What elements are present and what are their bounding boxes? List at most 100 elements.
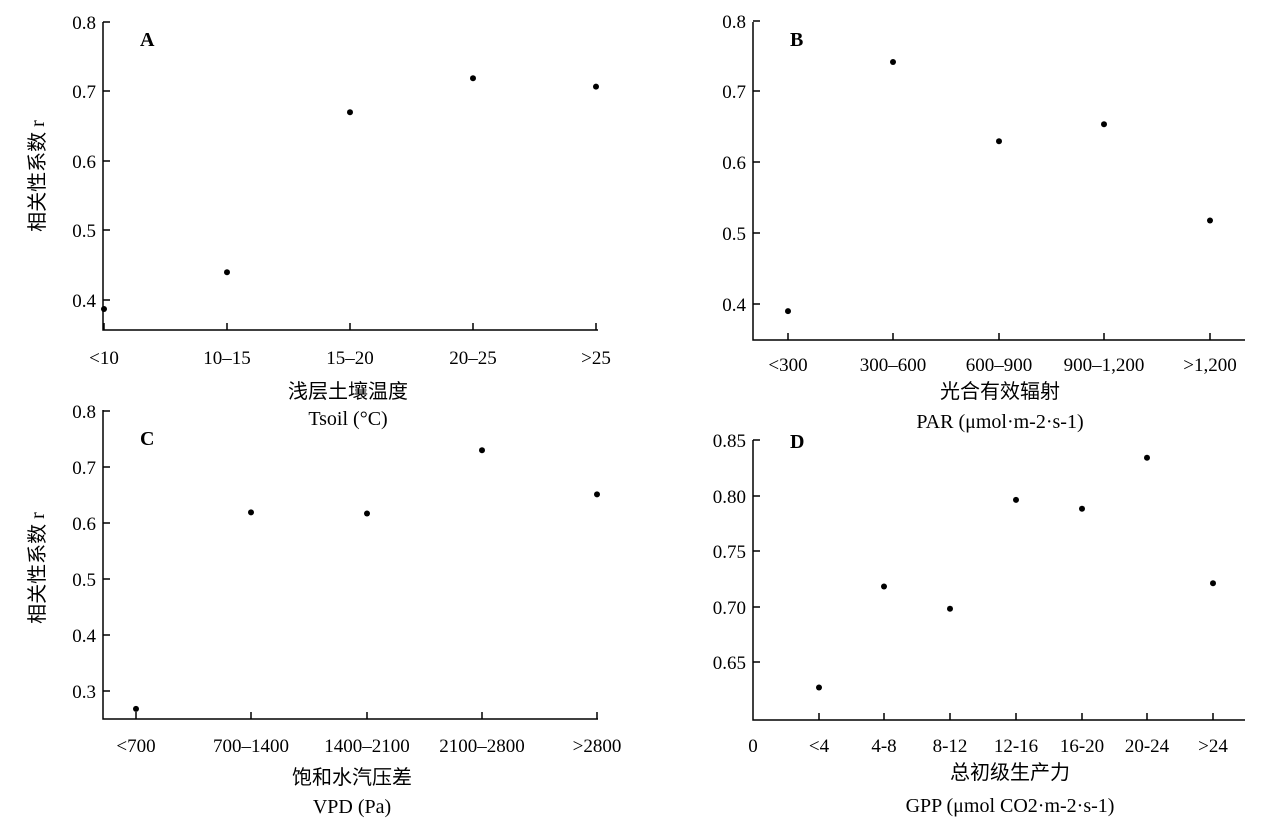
panel-d: D 0.65 0.70 0.75 0.80 0.85 0 <4 4-8 8-12…	[713, 431, 1245, 817]
panel-b-x-title: 光合有效辐射	[940, 380, 1060, 403]
panel-c-ytick-label: 0.4	[72, 626, 96, 647]
panel-c-ytick-label: 0.6	[72, 514, 96, 535]
panel-a-xtick-label: 10–15	[203, 348, 251, 369]
panel-a-ytick-label: 0.8	[72, 13, 96, 34]
data-point	[364, 510, 370, 517]
panel-b-x-ticks: <300 300–600 600–900 900–1,200 >1,200	[768, 333, 1237, 376]
panel-c-xtick-label: 2100–2800	[439, 736, 525, 757]
panel-d-xtick-label: 12-16	[994, 736, 1038, 757]
panel-d-x-ticks: 0 <4 4-8 8-12 12-16 16-20 20-24 >24	[748, 713, 1228, 757]
panel-a-ytick-label: 0.7	[72, 82, 96, 103]
panel-c-ytick-label: 0.3	[72, 682, 96, 703]
panel-c-xtick-label: <700	[116, 736, 155, 757]
panel-c-xtick-label: 1400–2100	[324, 736, 410, 757]
panel-b-ytick-label: 0.6	[722, 153, 746, 174]
data-point	[347, 109, 353, 116]
panel-c-ytick-label: 0.8	[72, 402, 96, 423]
panel-d-x-unit: GPP (μmol CO2·m-2·s-1)	[906, 795, 1115, 817]
data-point	[594, 491, 600, 498]
panel-d-letter: D	[790, 431, 804, 453]
data-point	[470, 75, 476, 82]
panel-b-y-ticks: 0.4 0.5 0.6 0.7 0.8	[722, 12, 760, 316]
data-point	[1210, 580, 1216, 587]
panel-a-xtick-label: <10	[89, 348, 119, 369]
panel-c-xtick-label: 700–1400	[213, 736, 289, 757]
panel-a-x-title: 浅层土壤温度	[288, 380, 408, 403]
panel-b-xtick-label: 900–1,200	[1064, 355, 1145, 376]
panel-a-x-unit: Tsoil (°C)	[308, 408, 387, 430]
panel-c-y-title: 相关性系数 r	[26, 512, 49, 624]
panel-b-ytick-label: 0.7	[722, 82, 746, 103]
panel-d-ytick-label: 0.80	[713, 487, 746, 508]
panel-d-xtick-label: 16-20	[1060, 736, 1104, 757]
panel-a-xtick-label: 20–25	[449, 348, 497, 369]
panel-a-axes	[102, 22, 598, 331]
data-point	[248, 509, 254, 516]
panel-d-ytick-label: 0.70	[713, 598, 746, 619]
panel-c-axes	[102, 410, 598, 720]
panel-c-ytick-label: 0.5	[72, 570, 96, 591]
panel-d-points	[816, 454, 1216, 691]
data-point	[881, 583, 887, 590]
data-point	[1079, 505, 1085, 512]
panel-c-y-ticks: 0.3 0.4 0.5 0.6 0.7 0.8	[72, 402, 110, 703]
panel-b-ytick-label: 0.5	[722, 224, 746, 245]
panel-d-axes	[752, 440, 1245, 721]
panel-d-ytick-label: 0.65	[713, 653, 746, 674]
panel-d-ytick-label: 0.85	[713, 431, 746, 452]
panel-a-y-ticks: 0.4 0.5 0.6 0.7 0.8	[72, 13, 110, 312]
data-point	[785, 308, 791, 315]
data-point	[479, 447, 485, 454]
panel-b-ytick-label: 0.4	[722, 295, 746, 316]
panel-d-xtick-label: >24	[1198, 736, 1228, 757]
panel-c-xtick-label: >2800	[573, 736, 622, 757]
data-point	[1101, 121, 1107, 128]
panel-d-x-title: 总初级生产力	[950, 761, 1070, 784]
panel-b-ytick-label: 0.8	[722, 12, 746, 33]
panel-a-xtick-label: 15–20	[326, 348, 374, 369]
panel-c-x-unit: VPD (Pa)	[313, 796, 391, 818]
panel-d-xtick-label: 4-8	[871, 736, 896, 757]
panel-b-points	[785, 59, 1213, 315]
data-point	[593, 83, 599, 90]
panel-d-xtick-label: 20-24	[1125, 736, 1170, 757]
panel-c-letter: C	[140, 428, 154, 450]
data-point	[947, 605, 953, 612]
panel-b-xtick-label: <300	[768, 355, 807, 376]
panel-d-xtick-label: 8-12	[933, 736, 968, 757]
data-point	[890, 59, 896, 65]
panel-b: B 0.4 0.5 0.6 0.7 0.8 <300 300–600 600–9…	[722, 12, 1245, 433]
panel-a-points	[101, 75, 599, 312]
panel-b-xtick-label: >1,200	[1183, 355, 1236, 376]
data-point	[1207, 217, 1213, 224]
panel-a-y-title: 相关性系数 r	[26, 120, 49, 232]
panel-a-ytick-label: 0.6	[72, 152, 96, 173]
data-point	[133, 705, 139, 712]
data-point	[816, 684, 822, 691]
panel-c-points	[133, 447, 600, 712]
data-point	[224, 269, 230, 276]
panel-a: A 0.4 0.5 0.6 0.7 0.8 <10 10–15 15–20 20…	[26, 13, 611, 430]
panel-c-ytick-label: 0.7	[72, 458, 96, 479]
data-point	[996, 138, 1002, 145]
panel-b-x-unit: PAR (μmol·m-2·s-1)	[916, 411, 1083, 433]
data-point	[1013, 496, 1019, 503]
panel-b-axes	[752, 22, 1245, 341]
panel-c: C 0.3 0.4 0.5 0.6 0.7 0.8 <700 700–1400 …	[26, 402, 621, 818]
panel-d-xtick-label: <4	[809, 736, 830, 757]
panel-b-letter: B	[790, 29, 803, 51]
data-point	[101, 306, 107, 312]
panel-a-ytick-label: 0.4	[72, 291, 96, 312]
panel-c-x-ticks: <700 700–1400 1400–2100 2100–2800 >2800	[116, 712, 621, 757]
panel-d-xtick-label: 0	[748, 736, 758, 757]
data-point	[1144, 454, 1150, 461]
panel-d-y-ticks: 0.65 0.70 0.75 0.80 0.85	[713, 431, 760, 674]
panel-c-x-title: 饱和水汽压差	[292, 766, 412, 789]
panel-d-ytick-label: 0.75	[713, 542, 746, 563]
panel-b-xtick-label: 600–900	[966, 355, 1033, 376]
panel-a-ytick-label: 0.5	[72, 221, 96, 242]
panel-a-x-ticks: <10 10–15 15–20 20–25 >25	[89, 323, 611, 369]
panel-b-xtick-label: 300–600	[860, 355, 927, 376]
panel-a-letter: A	[140, 29, 155, 51]
